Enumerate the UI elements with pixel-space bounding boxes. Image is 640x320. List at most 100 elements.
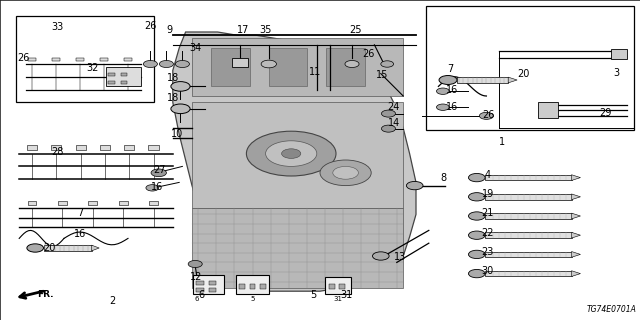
Text: FR.: FR.: [37, 290, 54, 299]
Text: 13: 13: [394, 252, 406, 262]
Polygon shape: [192, 102, 403, 208]
Polygon shape: [572, 213, 580, 219]
Bar: [260, 284, 266, 289]
Text: 16: 16: [150, 182, 163, 192]
Text: 26: 26: [362, 49, 374, 60]
Bar: [76, 58, 84, 61]
Text: 5: 5: [250, 296, 254, 302]
Text: 12: 12: [190, 272, 203, 282]
Circle shape: [345, 60, 359, 68]
Circle shape: [468, 269, 485, 278]
Bar: [58, 201, 67, 205]
Bar: [457, 77, 508, 83]
Text: 4: 4: [484, 170, 491, 180]
Circle shape: [372, 252, 389, 260]
Text: 6: 6: [194, 296, 199, 302]
Circle shape: [143, 60, 157, 68]
Bar: [538, 102, 558, 118]
Text: 1: 1: [499, 137, 505, 148]
Polygon shape: [192, 38, 403, 96]
Polygon shape: [572, 194, 580, 200]
Bar: [193, 275, 224, 294]
Bar: [209, 288, 216, 292]
Bar: [108, 81, 115, 84]
Bar: [52, 58, 60, 61]
Bar: [196, 281, 204, 285]
Text: 16: 16: [74, 228, 86, 239]
Bar: [149, 201, 158, 205]
Text: 9: 9: [166, 25, 173, 36]
Text: 6: 6: [198, 290, 205, 300]
Circle shape: [406, 181, 423, 190]
Circle shape: [27, 244, 44, 252]
Text: 20: 20: [44, 243, 56, 253]
Circle shape: [439, 76, 457, 84]
Bar: [339, 284, 345, 289]
Bar: [485, 213, 572, 219]
Bar: [209, 281, 216, 285]
Bar: [121, 81, 127, 84]
Polygon shape: [508, 77, 517, 83]
Bar: [51, 145, 61, 150]
Text: 26: 26: [144, 20, 157, 31]
Text: 2: 2: [109, 296, 115, 307]
Text: 25: 25: [349, 25, 362, 35]
Text: 35: 35: [259, 25, 272, 35]
Text: 21: 21: [481, 208, 494, 219]
Text: 26: 26: [17, 52, 30, 63]
Bar: [485, 271, 572, 276]
Circle shape: [320, 160, 371, 186]
Bar: [232, 58, 248, 67]
Bar: [100, 58, 108, 61]
Text: 8: 8: [440, 173, 447, 183]
Circle shape: [151, 169, 166, 177]
Text: 27: 27: [154, 165, 166, 175]
Circle shape: [175, 60, 189, 68]
Text: 20: 20: [517, 68, 530, 79]
Bar: [16, 16, 154, 102]
Text: 15: 15: [376, 70, 388, 80]
Polygon shape: [572, 232, 580, 238]
Bar: [329, 284, 335, 289]
Circle shape: [468, 193, 485, 201]
Circle shape: [436, 104, 449, 110]
Text: 33: 33: [51, 22, 64, 32]
Text: 24: 24: [387, 102, 400, 112]
Bar: [326, 48, 365, 86]
Bar: [250, 284, 255, 289]
Bar: [325, 277, 351, 294]
Bar: [124, 58, 132, 61]
Bar: [106, 67, 141, 86]
Text: 26: 26: [482, 109, 495, 120]
Circle shape: [468, 231, 485, 239]
Bar: [76, 145, 86, 150]
Text: 28: 28: [51, 147, 64, 157]
Circle shape: [282, 149, 301, 158]
Bar: [44, 245, 92, 251]
Text: 5: 5: [310, 290, 317, 300]
Text: 30: 30: [481, 266, 494, 276]
Bar: [121, 73, 127, 76]
Bar: [239, 284, 245, 289]
Circle shape: [246, 131, 336, 176]
Polygon shape: [572, 175, 580, 180]
Text: 31: 31: [340, 290, 353, 300]
Polygon shape: [192, 208, 403, 288]
Circle shape: [381, 61, 394, 67]
Bar: [426, 6, 634, 130]
Circle shape: [468, 250, 485, 259]
Text: 19: 19: [481, 189, 494, 199]
Bar: [611, 49, 627, 59]
Circle shape: [188, 260, 202, 268]
Circle shape: [479, 112, 493, 119]
Bar: [211, 48, 250, 86]
Bar: [485, 232, 572, 238]
Circle shape: [468, 173, 485, 182]
Bar: [485, 252, 572, 257]
Bar: [236, 275, 269, 294]
Circle shape: [261, 60, 276, 68]
Bar: [124, 145, 134, 150]
Text: 3: 3: [613, 68, 620, 78]
Circle shape: [266, 141, 317, 166]
Bar: [27, 145, 37, 150]
